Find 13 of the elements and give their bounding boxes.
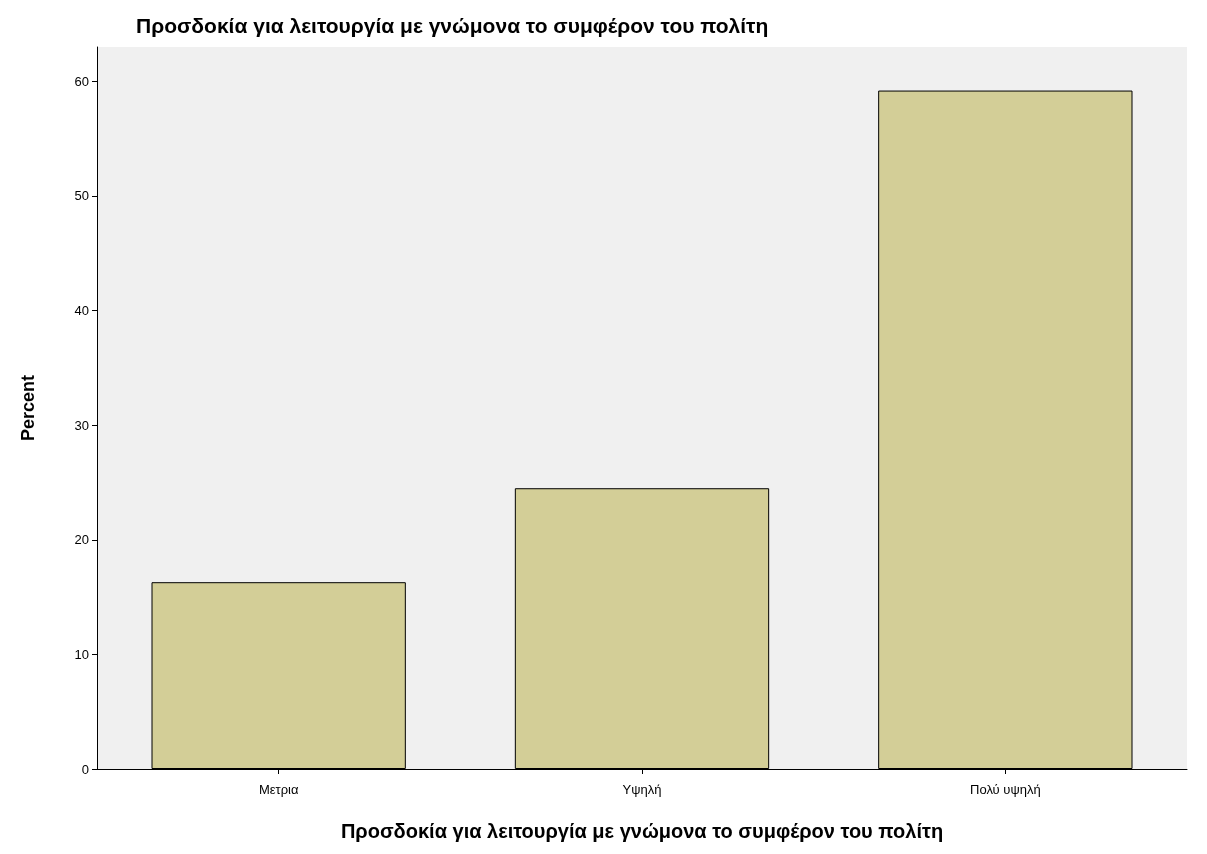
y-tick-label: 40 bbox=[74, 303, 89, 319]
y-tick-label: 0 bbox=[81, 761, 89, 777]
x-tick-label: Μετρια bbox=[258, 782, 299, 797]
x-tick-label: Πολύ υψηλή bbox=[970, 782, 1041, 797]
x-axis-title: Προσδοκία για λειτουργία με γνώμονα το συμφέρον του πολίτη bbox=[340, 820, 944, 842]
y-tick-label: 50 bbox=[74, 188, 89, 204]
y-tick-label: 60 bbox=[74, 73, 89, 89]
y-tick-label: 20 bbox=[74, 532, 89, 548]
y-axis-title: Percent bbox=[18, 374, 38, 442]
y-tick-label: 30 bbox=[74, 417, 89, 433]
x-tick-label: Υψηλή bbox=[622, 782, 662, 797]
y-tick-label: 10 bbox=[74, 646, 89, 662]
chart-title: Προσδοκία για λειτουργία με γνώμονα το συμφέρον του πολίτη bbox=[136, 14, 769, 37]
